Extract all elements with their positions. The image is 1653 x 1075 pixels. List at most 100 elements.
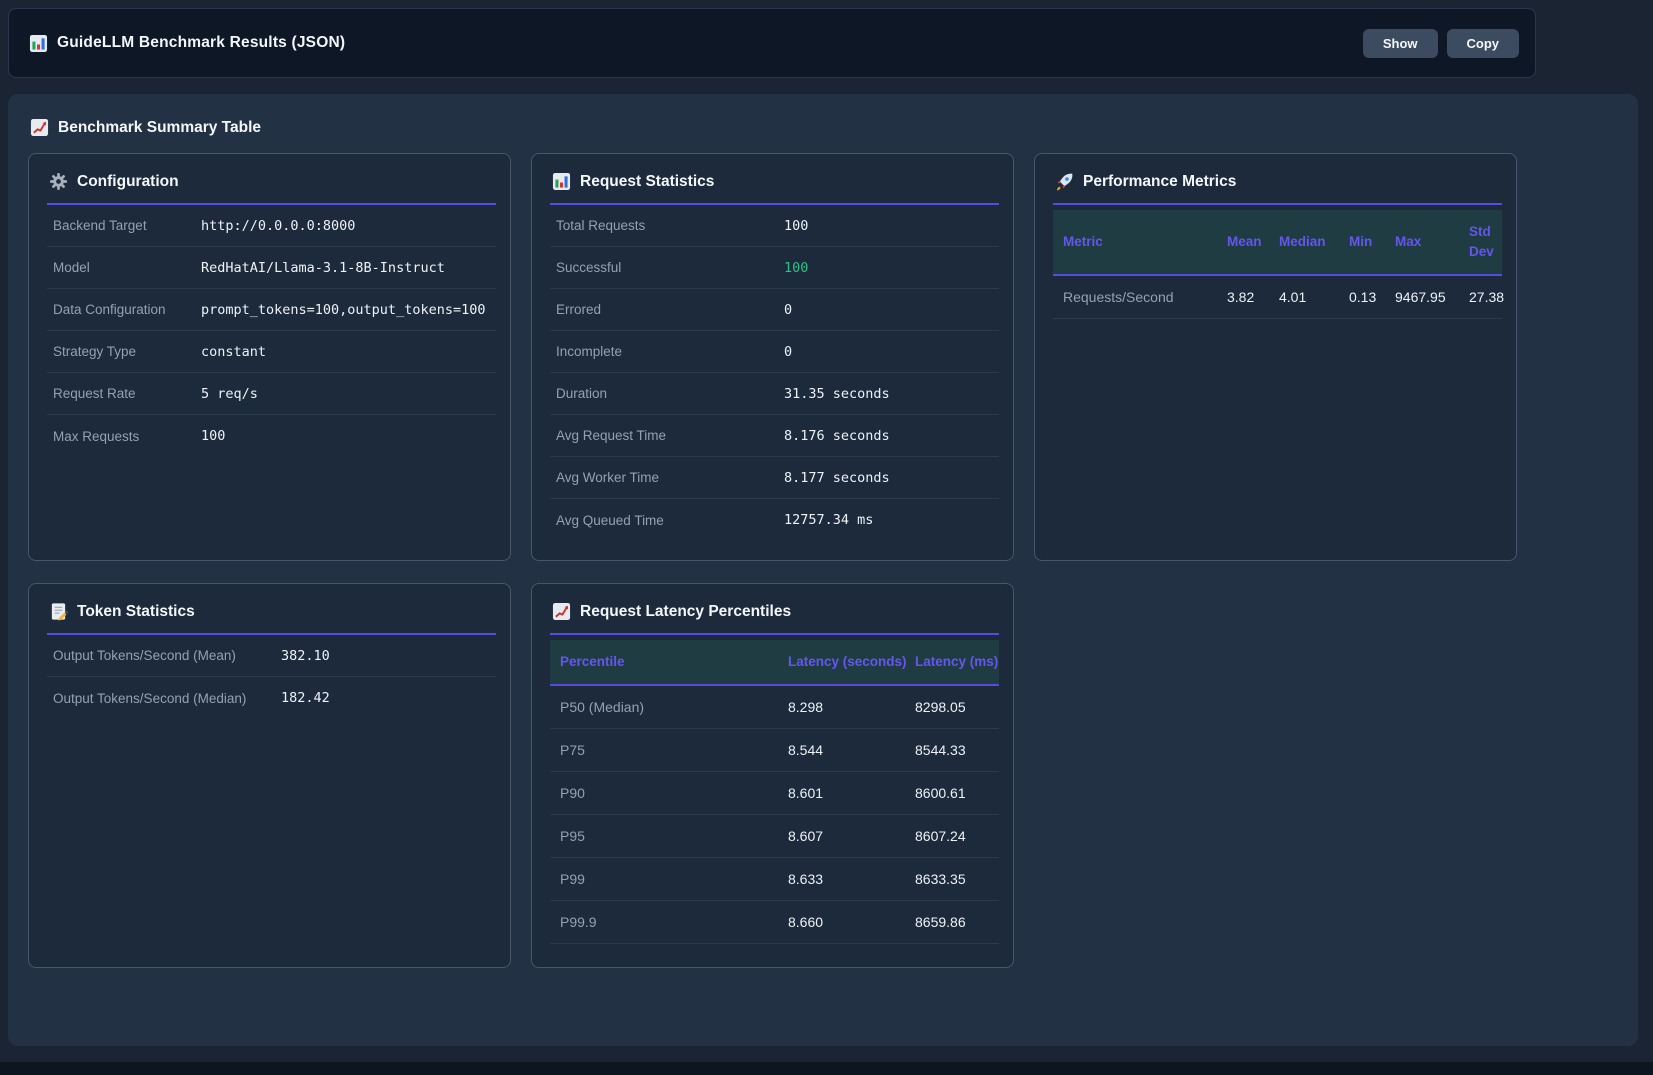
percentile-name: P99.9 [560,914,597,930]
bar-chart-icon [29,34,48,53]
card-title: Request Latency Percentiles [580,602,792,620]
metric-mean: 3.82 [1227,289,1255,305]
card-title: Request Statistics [580,172,715,190]
column-header: Metric [1063,234,1103,249]
column-header: Std Dev [1469,224,1494,259]
config-row: Max Requests 100 [47,415,496,457]
performance-metrics-table: Metric Mean Median Min Max Std Dev Reque… [1053,210,1505,319]
percentile-name: P75 [560,742,585,758]
stat-row-value: 0 [784,343,793,360]
percentile-name: P50 (Median) [560,699,645,715]
section-heading: Benchmark Summary Table [30,118,1638,137]
config-row-value: 100 [201,428,226,444]
copy-button[interactable]: Copy [1446,28,1519,58]
show-button[interactable]: Show [1362,28,1438,58]
chart-up-icon [552,602,571,621]
config-row-value: prompt_tokens=100,output_tokens=100 [201,301,486,318]
table-row: P75 8.544 8544.33 [550,729,999,772]
latency-ms: 8298.05 [915,699,966,715]
config-row-label: Backend Target [53,218,147,233]
stat-row-label: Incomplete [556,344,623,359]
latency-seconds: 8.544 [788,742,824,758]
stat-row: Errored 0 [550,289,999,331]
horizontal-scrollbar-track[interactable] [0,1062,1653,1075]
token-row: Output Tokens/Second (Mean) 382.10 [47,635,496,677]
latency-seconds: 8.633 [788,871,824,887]
latency-ms: 8600.61 [915,785,966,801]
stat-row: Successful 100 [550,247,999,289]
token-statistics-rows: Output Tokens/Second (Mean) 382.10 Outpu… [47,635,496,719]
request-statistics-card: Request Statistics Total Requests 100 Su… [531,153,1014,561]
stat-row-label: Duration [556,386,608,401]
header-actions: Show Copy [1362,28,1519,58]
stat-row-label: Avg Queued Time [556,512,664,528]
header-bar: GuideLLM Benchmark Results (JSON) Show C… [8,8,1536,78]
config-row-label: Data Configuration [53,302,166,317]
latency-ms: 8633.35 [915,871,966,887]
latency-seconds: 8.607 [788,828,824,844]
stat-row-label: Errored [556,302,602,317]
stat-row-label: Total Requests [556,218,646,233]
config-row-value: 5 req/s [201,385,258,402]
metric-std-dev: 27.38 [1469,289,1505,305]
latency-ms: 8544.33 [915,742,966,758]
percentile-name: P99 [560,871,585,887]
table-row: P90 8.601 8600.61 [550,772,999,815]
latency-percentiles-table: Percentile Latency (seconds) Latency (ms… [550,640,999,944]
latency-seconds: 8.601 [788,785,824,801]
memo-icon [49,602,68,621]
latency-seconds: 8.298 [788,699,824,715]
latency-ms: 8607.24 [915,828,966,844]
config-row: Data Configuration prompt_tokens=100,out… [47,289,496,331]
stat-row: Incomplete 0 [550,331,999,373]
configuration-card: Configuration Backend Target http://0.0.… [28,153,511,561]
rocket-icon [1055,172,1074,191]
config-row: Model RedHatAI/Llama-3.1-8B-Instruct [47,247,496,289]
column-header: Latency (ms) [915,654,999,669]
card-title: Configuration [77,172,179,190]
metric-name: Requests/Second [1063,289,1174,305]
stat-row-label: Avg Request Time [556,428,667,443]
config-row-value: http://0.0.0.0:8000 [201,217,356,234]
bar-chart-icon [552,172,571,191]
column-header: Median [1279,234,1326,249]
column-header: Max [1395,234,1422,249]
config-row-label: Request Rate [53,386,136,401]
cards-grid: Configuration Backend Target http://0.0.… [28,153,1638,968]
stat-row: Avg Request Time 8.176 seconds [550,415,999,457]
stat-row: Duration 31.35 seconds [550,373,999,415]
config-row-label: Strategy Type [53,344,137,359]
config-row: Strategy Type constant [47,331,496,373]
latency-percentiles-card-header: Request Latency Percentiles [550,600,999,635]
stat-row-label: Successful [556,260,622,275]
token-row-value: 182.42 [281,690,330,706]
benchmark-summary-section: Benchmark Summary Table Configuration Ba… [8,94,1638,1046]
stat-row: Avg Queued Time 12757.34 ms [550,499,999,541]
header-title-group: GuideLLM Benchmark Results (JSON) [29,34,345,53]
card-title: Performance Metrics [1083,172,1237,190]
gear-icon [49,172,68,191]
latency-seconds: 8.660 [788,914,824,930]
percentile-name: P90 [560,785,585,801]
performance-metrics-card: Performance Metrics Metric Mean Median M… [1034,153,1517,561]
table-row: P99.9 8.660 8659.86 [550,901,999,944]
token-row-label: Output Tokens/Second (Mean) [53,648,236,663]
configuration-rows: Backend Target http://0.0.0.0:8000 Model… [47,205,496,457]
token-statistics-card-header: Token Statistics [47,600,496,635]
metric-max: 9467.95 [1395,289,1446,305]
request-statistics-card-header: Request Statistics [550,170,999,205]
column-header: Percentile [560,654,625,669]
performance-metrics-table-header: Metric Mean Median Min Max Std Dev [1053,210,1502,276]
table-row: P50 (Median) 8.298 8298.05 [550,686,999,729]
table-row: P99 8.633 8633.35 [550,858,999,901]
token-row: Output Tokens/Second (Median) 182.42 [47,677,496,719]
stat-row: Avg Worker Time 8.177 seconds [550,457,999,499]
token-row-label: Output Tokens/Second (Median) [53,690,247,706]
section-title: Benchmark Summary Table [58,118,262,136]
latency-percentiles-table-header: Percentile Latency (seconds) Latency (ms… [550,640,999,686]
config-row-value: RedHatAI/Llama-3.1-8B-Instruct [201,259,445,276]
stat-row-value: 100 [784,217,809,234]
stat-row-value: 0 [784,301,793,318]
token-row-value: 382.10 [281,647,330,664]
configuration-card-header: Configuration [47,170,496,205]
